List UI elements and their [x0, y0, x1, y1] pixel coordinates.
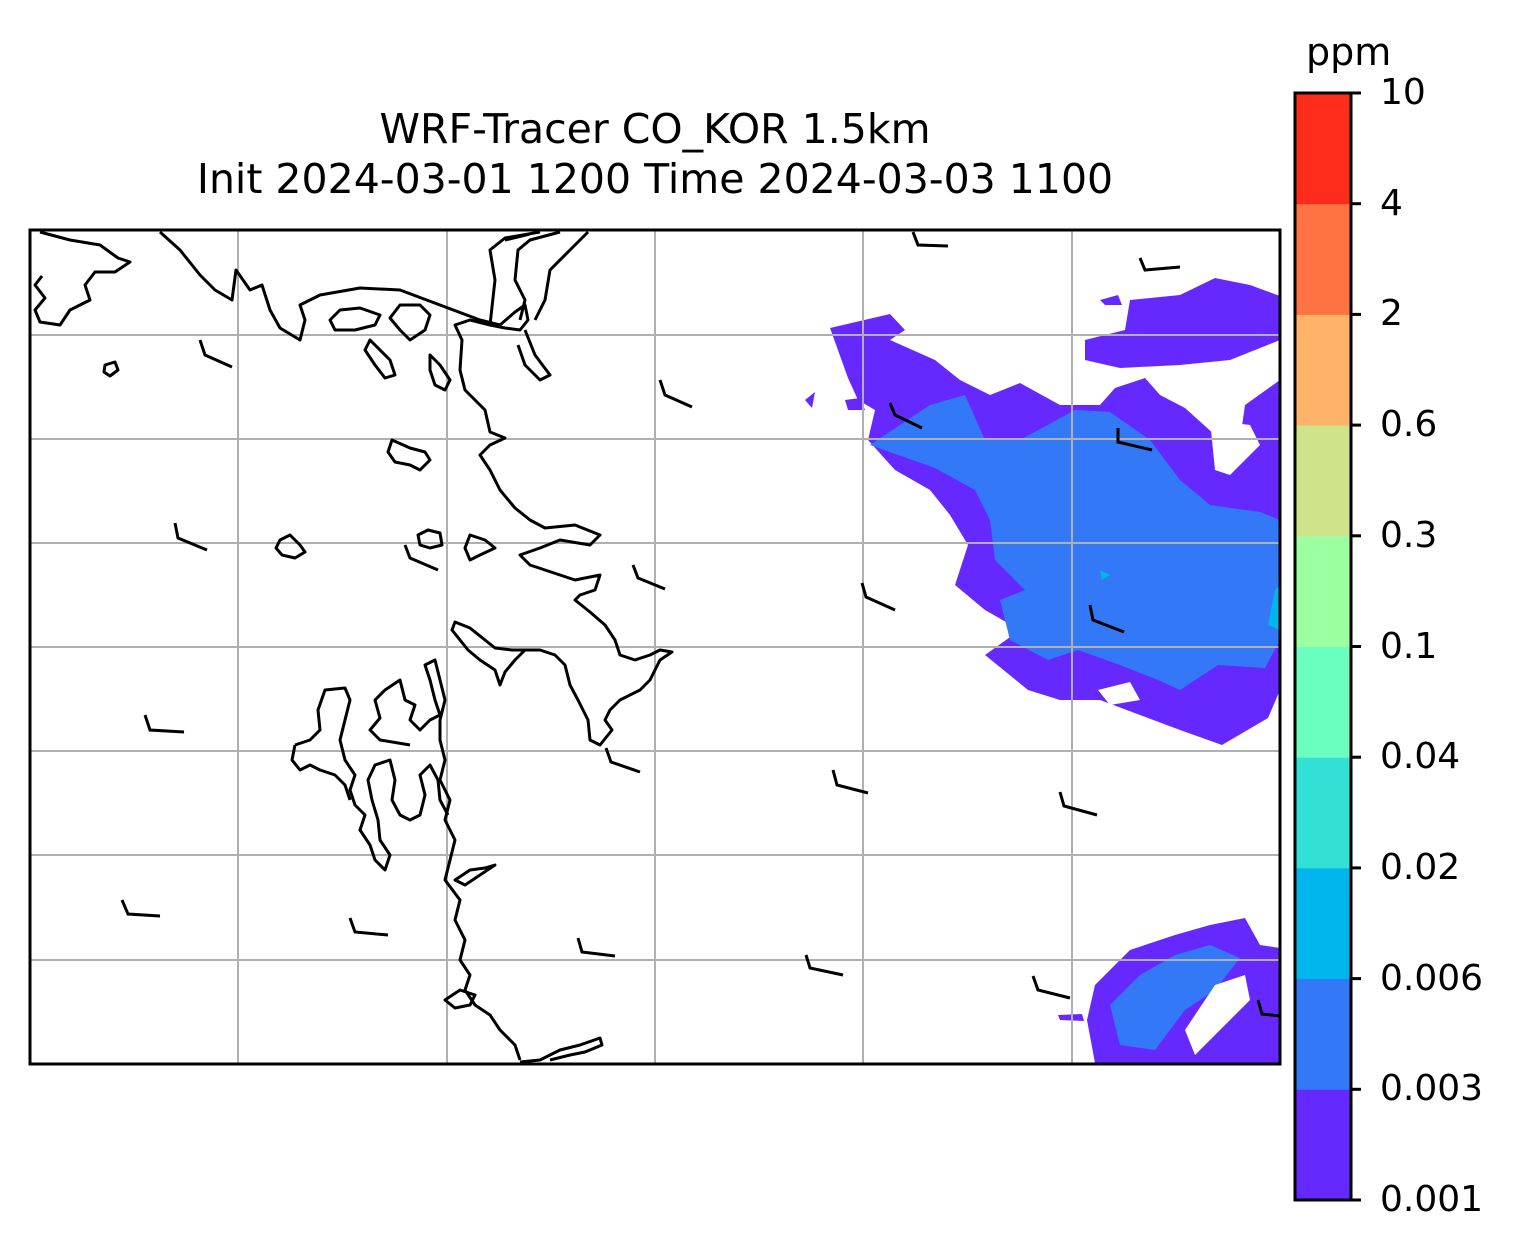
gridlines	[30, 230, 1280, 1064]
colorbar-tick-label: 0.006	[1380, 957, 1484, 999]
colorbar	[1293, 91, 1361, 1202]
wind-barb	[1138, 257, 1181, 272]
wind-barb	[831, 769, 869, 795]
coastline-islands-west	[102, 360, 497, 562]
colorbar-segment	[1295, 867, 1351, 980]
coastline-northwest	[33, 230, 132, 327]
wind-barb	[1088, 604, 1125, 634]
contour-hole-1	[1210, 420, 1260, 475]
contour-speck-5	[1100, 570, 1110, 580]
colorbar-segment	[1295, 646, 1351, 758]
colorbar-tick-label: 0.04	[1380, 736, 1461, 778]
map-frame	[28, 228, 1282, 1066]
wind-barb	[658, 379, 693, 409]
wind-barb	[143, 714, 185, 734]
contour-hole-2	[1098, 682, 1140, 705]
colorbar-tick-label: 0.02	[1380, 846, 1461, 888]
contour-hole-3	[1185, 975, 1250, 1055]
coastline-bay	[328, 303, 452, 392]
contour-southeast-level2	[1110, 945, 1240, 1050]
contour-northeast-level1	[1085, 278, 1280, 368]
contour-speck-2	[805, 392, 815, 408]
wind-barb	[120, 899, 161, 918]
contour-speck-1	[1100, 295, 1122, 305]
colorbar-segments	[1295, 93, 1351, 1201]
wind-barb	[403, 544, 439, 572]
colorbar-segment	[1295, 978, 1351, 1090]
coastline-south-tip	[519, 1036, 604, 1064]
coastline-west-inlets	[290, 686, 450, 872]
title-line-2: Init 2024-03-01 1200 Time 2024-03-03 110…	[196, 155, 1114, 203]
colorbar-tick-label: 0.3	[1380, 514, 1438, 556]
wind-barb	[348, 917, 389, 937]
contour-speck-6	[1268, 585, 1280, 630]
coastline-peninsula	[368, 658, 522, 1061]
coastline-southwest-islands	[443, 863, 497, 1010]
wind-barb	[576, 937, 616, 958]
contour-speck-3	[845, 398, 865, 410]
title-line-1: WRF-Tracer CO_KOR 1.5km	[379, 105, 931, 153]
colorbar-ticks	[1351, 91, 1361, 1202]
wind-barb	[911, 231, 949, 248]
wind-barb	[1116, 428, 1153, 452]
colorbar-tick-label: 0.003	[1380, 1068, 1484, 1110]
colorbar-segment	[1295, 1089, 1351, 1201]
wind-barb	[198, 339, 233, 369]
colorbar-tick-label: 0.001	[1380, 1179, 1484, 1220]
wind-barbs	[120, 231, 1281, 1018]
wind-barb	[888, 402, 923, 430]
colorbar-tick-label: 10	[1380, 72, 1426, 113]
coastline-main	[158, 230, 674, 747]
wind-barb	[1256, 999, 1281, 1018]
map-title: WRF-Tracer CO_KOR 1.5km Init 2024-03-01 …	[30, 104, 1280, 204]
concentration-contours	[805, 278, 1280, 1063]
wind-barb	[1031, 975, 1071, 1000]
wind-barb	[631, 564, 666, 591]
colorbar-tick-label: 0.6	[1380, 404, 1438, 446]
wind-barb	[860, 582, 896, 612]
colorbar-segment	[1295, 314, 1351, 426]
wind-barb	[1058, 791, 1098, 817]
colorbar-unit-label: ppm	[1306, 30, 1392, 74]
coastlines	[33, 230, 674, 1064]
colorbar-segment	[1295, 93, 1351, 205]
colorbar-tick-label: 0.1	[1380, 625, 1438, 667]
colorbar-tick-label: 2	[1380, 293, 1403, 335]
colorbar-segment	[1295, 203, 1351, 315]
colorbar-tick-label: 4	[1380, 182, 1403, 224]
colorbar-segment	[1295, 535, 1351, 647]
coastline-river-inlet	[488, 230, 590, 382]
wind-barb	[804, 954, 844, 977]
colorbar-segment	[1295, 425, 1351, 537]
colorbar-segment	[1295, 757, 1351, 869]
wind-barb	[604, 747, 641, 774]
wind-barb	[173, 522, 208, 552]
